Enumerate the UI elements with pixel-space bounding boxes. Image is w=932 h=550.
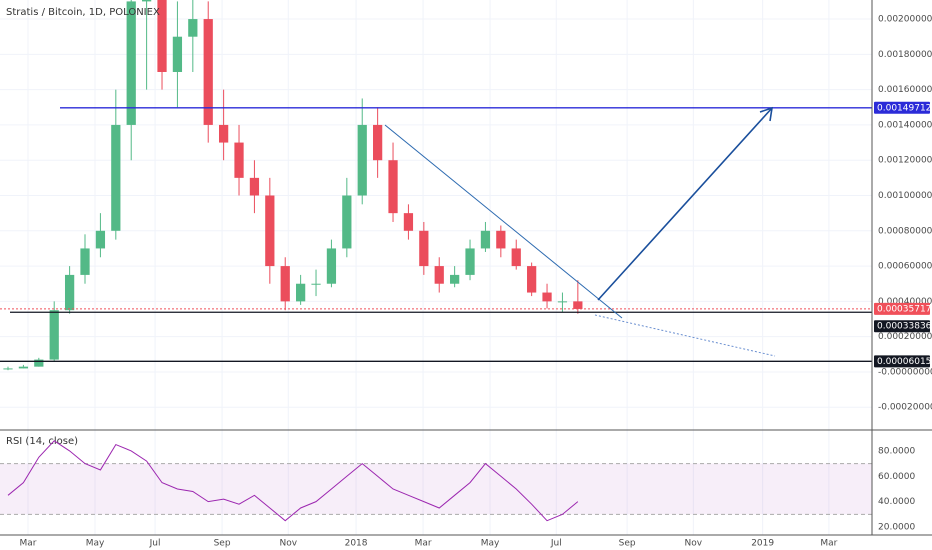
- candle-body: [64, 274, 75, 311]
- candle-body: [342, 195, 352, 249]
- x-tick-label: May: [481, 539, 500, 549]
- candle-body: [557, 301, 568, 303]
- candle-body: [280, 266, 290, 302]
- candle-body: [326, 248, 337, 284]
- candle-body: [419, 230, 429, 267]
- x-tick-label: Sep: [619, 539, 636, 549]
- arrow-head: [759, 106, 773, 122]
- y-tick-label: 0.00100000: [878, 191, 932, 201]
- candle-body: [80, 248, 90, 275]
- candle-body: [465, 248, 475, 275]
- y-tick-label: 0.00020000: [878, 332, 932, 342]
- candle-body: [403, 213, 414, 231]
- y-tick-label: 0.00080000: [878, 226, 932, 236]
- x-tick-label: Jul: [550, 539, 562, 549]
- price-tag-label: 0.00149712: [877, 103, 931, 113]
- candle-body: [527, 266, 537, 293]
- candle-body: [249, 177, 260, 196]
- candle-body: [373, 124, 383, 161]
- rsi-tick-label: 40.0000: [878, 497, 915, 507]
- drawings: [384, 106, 776, 357]
- x-tick-label: Mar: [415, 539, 432, 549]
- candle-body: [511, 248, 521, 267]
- candle-body: [18, 366, 29, 369]
- price-tag: [874, 101, 930, 114]
- candle-body: [34, 359, 44, 367]
- x-tick-label: Mar: [20, 539, 37, 549]
- candle-body: [203, 19, 213, 125]
- candle-body: [188, 19, 198, 37]
- y-tick-label: 0.00040000: [878, 297, 932, 307]
- candle-body: [542, 292, 552, 302]
- candle-body: [111, 124, 121, 231]
- rsi-tick-label: 80.0000: [878, 446, 915, 456]
- candle-body: [172, 36, 183, 72]
- candle-body: [434, 266, 444, 284]
- candle-body: [126, 1, 136, 125]
- chart-title: Stratis / Bitcoin, 1D, POLONIEX: [6, 7, 160, 18]
- rsi-tick-label: 20.0000: [878, 523, 915, 533]
- price-tag-label: 0.00035717: [877, 304, 931, 314]
- candle-body: [141, 0, 152, 2]
- y-tick-label: 0.00060000: [878, 262, 932, 272]
- x-tick-label: 2019: [751, 539, 774, 549]
- price-tag: [874, 355, 930, 368]
- candle-body: [219, 124, 229, 143]
- y-tick-label: 0.00200000: [878, 15, 932, 25]
- candle-body: [480, 230, 491, 249]
- candle-body: [573, 301, 583, 309]
- candle-body: [157, 0, 167, 72]
- candle-body: [388, 160, 398, 214]
- candle-body: [3, 368, 13, 370]
- y-tick-label: 0.00160000: [878, 85, 932, 95]
- candle-body: [296, 283, 306, 302]
- x-tick-label: Sep: [214, 539, 231, 549]
- y-tick-label: 0.00180000: [878, 50, 932, 60]
- arrow: [597, 107, 773, 301]
- y-tick-label: -0.00020000: [878, 403, 932, 413]
- x-tick-label: May: [86, 539, 105, 549]
- x-tick-label: Nov: [685, 539, 703, 549]
- y-tick-label: 0.00140000: [878, 120, 932, 130]
- price-tag-label: 0.00033836: [877, 322, 932, 332]
- candle-body: [450, 274, 460, 284]
- candle-body: [49, 310, 59, 360]
- candle-body: [234, 142, 244, 178]
- rsi-band: [0, 463, 872, 515]
- dotted-arrow: [594, 314, 776, 357]
- price-tag-label: 0.00006015: [877, 357, 931, 367]
- x-tick-label: Jul: [149, 539, 161, 549]
- price-tag: [874, 302, 930, 315]
- candle-body: [357, 124, 367, 196]
- rsi-title: RSI (14, close): [6, 436, 78, 447]
- y-tick-label: -0.00000000: [878, 367, 932, 377]
- rsi-line: [7, 440, 579, 522]
- x-tick-label: Nov: [280, 539, 298, 549]
- x-tick-label: 2018: [345, 539, 368, 549]
- price-tag: [874, 320, 930, 333]
- candle-body: [95, 230, 106, 249]
- trend-line: [384, 124, 623, 319]
- plot: [0, 0, 872, 371]
- candle-body: [311, 283, 321, 285]
- y-tick-label: 0.00120000: [878, 156, 932, 166]
- rsi-tick-label: 60.0000: [878, 472, 915, 482]
- candle-body: [265, 195, 275, 267]
- candle-body: [496, 230, 506, 249]
- x-tick-label: Mar: [820, 539, 837, 549]
